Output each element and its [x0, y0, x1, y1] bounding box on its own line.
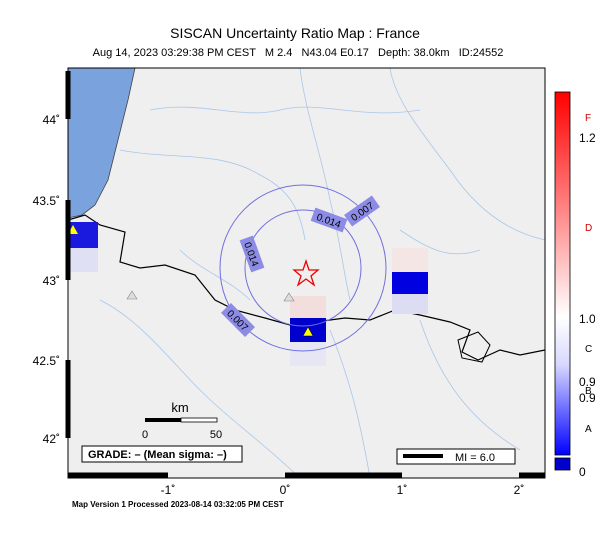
cb-number: 1.0	[579, 312, 595, 326]
cb-letter: A	[585, 424, 592, 435]
lat-label: 43.5˚	[33, 194, 60, 208]
cb-number: 0.9	[579, 391, 595, 405]
title: SISCAN Uncertainty Ratio Map : France	[170, 25, 420, 41]
colorbar-min	[554, 457, 571, 471]
cb-number: 0.9	[579, 375, 595, 389]
colorbar-letters: F D C B A	[585, 113, 592, 435]
lon-label: 1˚	[397, 483, 408, 497]
map: 0.007 0.014 0.014 0.007 44˚ 43.5˚ 43˚ 42…	[33, 67, 546, 497]
scale-bar: km 0 50	[142, 400, 222, 441]
lat-label: 42˚	[43, 432, 60, 446]
colorbar: F D C B A 1.2 1.0 0.9 0.9 0	[554, 91, 595, 479]
colorbar-scale	[554, 91, 571, 456]
lon-label: -1˚	[161, 483, 176, 497]
rivers	[99, 67, 546, 479]
subtitle: Aug 14, 2023 03:29:38 PM CEST M 2.4 N43.…	[93, 47, 504, 59]
epicenter	[292, 258, 320, 287]
lat-labels: 44˚ 43.5˚ 43˚ 42.5˚ 42˚	[33, 113, 60, 446]
footer: Map Version 1 Processed 2023-08-14 03:32…	[72, 500, 284, 509]
scale-end: 50	[210, 429, 222, 441]
mi: MI = 6.0	[455, 452, 495, 464]
lat-label: 44˚	[43, 113, 60, 127]
colorbar-numbers: 1.2 1.0 0.9 0.9 0	[579, 131, 595, 479]
scale-unit: km	[171, 400, 188, 415]
grade-box	[81, 445, 243, 463]
contours	[219, 184, 387, 352]
scale-start: 0	[142, 429, 148, 441]
cb-letter: F	[585, 113, 591, 124]
land	[68, 68, 545, 478]
sea	[67, 67, 136, 219]
cb-letter: D	[585, 223, 592, 234]
lon-label: 2˚	[514, 483, 525, 497]
mi-box	[396, 448, 516, 465]
lat-label: 43˚	[43, 274, 60, 288]
border	[457, 331, 491, 363]
lon-label: 0˚	[280, 483, 291, 497]
frame-ticks	[65, 71, 545, 478]
cb-letter: C	[585, 344, 592, 355]
lon-labels: -1˚ 0˚ 1˚ 2˚	[161, 483, 525, 497]
cb-letter: B	[585, 386, 592, 397]
cb-number: 0	[579, 465, 586, 479]
grade: GRADE: – (Mean sigma: –)	[88, 449, 227, 461]
lat-label: 42.5˚	[33, 354, 60, 368]
cb-number: 1.2	[579, 131, 595, 145]
